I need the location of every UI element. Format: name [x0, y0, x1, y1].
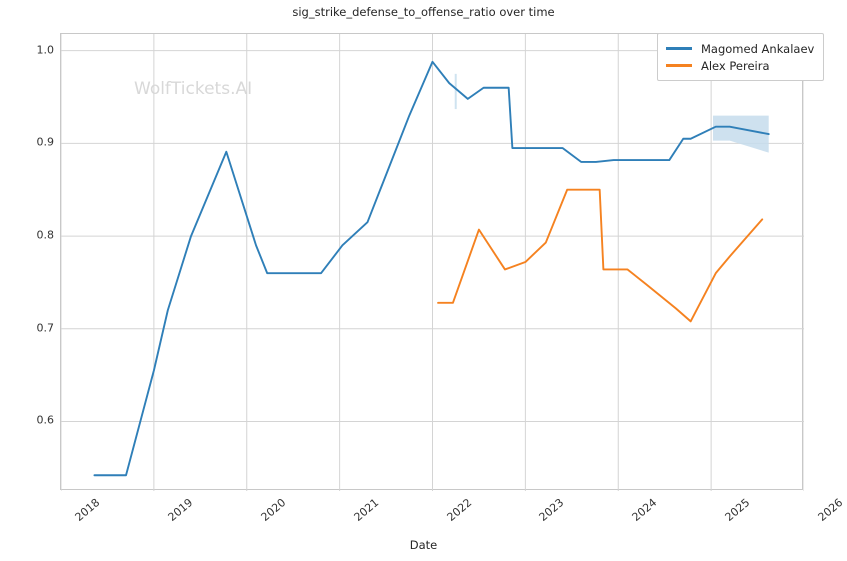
x-tick-label: 2024 — [629, 496, 660, 524]
y-tick-label: 0.8 — [36, 228, 55, 242]
series-line-1 — [93, 60, 770, 477]
x-tick-label: 2018 — [72, 496, 103, 524]
confidence-band — [712, 115, 769, 153]
x-axis-label: Date — [409, 538, 438, 552]
plot-svg — [61, 34, 804, 491]
y-tick-label: 0.6 — [36, 413, 55, 427]
confidence-band-area — [712, 115, 769, 153]
legend-label: Magomed Ankalaev — [701, 41, 815, 56]
y-axis-ticks: 0.6 0.7 0.8 0.9 1.0 — [0, 0, 55, 561]
x-tick-label: 2021 — [351, 496, 381, 524]
gridlines — [61, 34, 804, 491]
chart-legend: Magomed Ankalaev Alex Pereira — [657, 33, 825, 81]
legend-item-1[interactable]: Magomed Ankalaev — [666, 40, 814, 57]
legend-label: Alex Pereira — [701, 58, 770, 73]
y-tick-label: 1.0 — [36, 43, 55, 57]
chart-title: sig_strike_defense_to_offense_ratio over… — [292, 5, 555, 19]
legend-color-swatch — [666, 47, 692, 50]
legend-item-2[interactable]: Alex Pereira — [666, 57, 814, 74]
x-tick-label: 2023 — [536, 496, 567, 524]
data-series — [93, 60, 770, 477]
series-line-2 — [437, 188, 764, 323]
x-tick-label: 2020 — [258, 496, 289, 524]
x-tick-label: 2022 — [444, 496, 474, 524]
x-tick-label: 2019 — [165, 496, 196, 524]
plot-area: WolfTickets.AI — [60, 33, 804, 491]
legend-color-swatch — [666, 64, 692, 67]
y-tick-label: 0.9 — [36, 135, 55, 149]
y-tick-label: 0.7 — [36, 321, 55, 335]
x-tick-label: 2026 — [815, 496, 846, 524]
x-tick-label: 2025 — [722, 496, 753, 524]
